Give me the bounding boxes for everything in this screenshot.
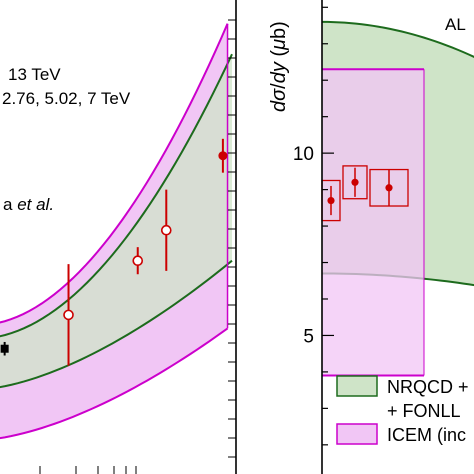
y-tick-label: 10 <box>293 144 314 165</box>
syst-box-p2 <box>342 165 368 200</box>
band-upper-edge-nrqcd <box>321 20 474 58</box>
right-y-ticks: 5 10 <box>293 6 334 446</box>
band-lower-edge-nrqcd <box>0 259 233 389</box>
point-p3 <box>385 184 393 192</box>
point-open-3 <box>160 224 172 236</box>
band-icem <box>322 69 424 376</box>
energy-line2: 2.76, 5.02, 7 TeV <box>2 89 131 108</box>
point-filled <box>218 151 228 161</box>
point-p2 <box>351 178 359 186</box>
legend-label-1: + FONLL <box>387 401 461 421</box>
legend-swatch-2 <box>336 423 378 445</box>
point-open-1 <box>63 309 74 321</box>
legend: NRQCD + + FONLL ICEM (inc <box>336 375 469 445</box>
energy-line1: 13 TeV <box>8 65 61 84</box>
left-x-ticks <box>39 19 236 474</box>
corner-label: AL <box>445 15 466 34</box>
legend-swatch-0 <box>336 375 378 397</box>
point-p1 <box>327 196 335 205</box>
band-upper-edge-icem <box>0 23 229 324</box>
band-upper-edge-nrqcd <box>0 53 233 338</box>
band-lower-edge-icem <box>0 327 229 440</box>
model-annotation-prefix: a <box>3 195 17 214</box>
point-black <box>0 344 9 353</box>
left-bands <box>0 23 233 440</box>
right-data-points <box>321 165 409 222</box>
y-tick-label: 5 <box>303 326 314 347</box>
left-panel: 13 TeV 2.76, 5.02, 7 TeV a et al. <box>0 0 237 474</box>
point-open-2 <box>132 255 144 267</box>
model-annotation: a et al. <box>3 195 54 214</box>
legend-label-2: ICEM (inc <box>387 425 466 445</box>
right-bands <box>321 20 474 377</box>
y-axis-label: dσ/dy (μb) <box>268 21 290 112</box>
model-annotation-etal: et al. <box>17 195 54 214</box>
right-panel: 5 10 AL dσ/dy (μb) NRQCD + + FONLL ICEM (in… <box>268 0 474 474</box>
left-data-points <box>0 138 228 366</box>
legend-label-0: NRQCD + <box>387 377 469 397</box>
